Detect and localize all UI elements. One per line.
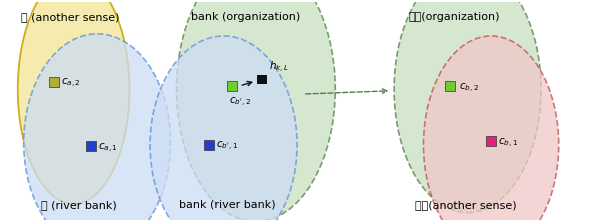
Text: $c_{a,1}$: $c_{a,1}$	[98, 141, 118, 155]
Text: $c_{b,1}$: $c_{b,1}$	[498, 137, 518, 150]
Point	[257, 78, 266, 81]
Point	[486, 140, 496, 143]
Text: 岸 (another sense): 岸 (another sense)	[21, 12, 119, 22]
Ellipse shape	[150, 36, 297, 222]
Point	[49, 80, 59, 83]
Ellipse shape	[23, 34, 170, 222]
Text: $c_{b',2}$: $c_{b',2}$	[229, 96, 251, 109]
Text: bank (organization): bank (organization)	[191, 12, 301, 22]
Point	[86, 144, 96, 148]
Text: $c_{a,2}$: $c_{a,2}$	[61, 77, 81, 90]
Text: 銀行(organization): 銀行(organization)	[409, 12, 500, 22]
Point	[204, 143, 214, 147]
Point	[445, 84, 455, 88]
Point	[227, 84, 237, 88]
Text: $c_{b,2}$: $c_{b,2}$	[459, 82, 479, 95]
Ellipse shape	[424, 36, 559, 222]
Ellipse shape	[176, 0, 335, 222]
Text: 岸 (river bank): 岸 (river bank)	[41, 200, 117, 210]
Text: 銀行(another sense): 銀行(another sense)	[415, 200, 516, 210]
Ellipse shape	[18, 0, 130, 204]
Ellipse shape	[394, 0, 541, 213]
Text: $h_{k,L}$: $h_{k,L}$	[269, 60, 289, 75]
Text: $c_{b',1}$: $c_{b',1}$	[216, 140, 238, 153]
Text: bank (river bank): bank (river bank)	[179, 200, 276, 210]
